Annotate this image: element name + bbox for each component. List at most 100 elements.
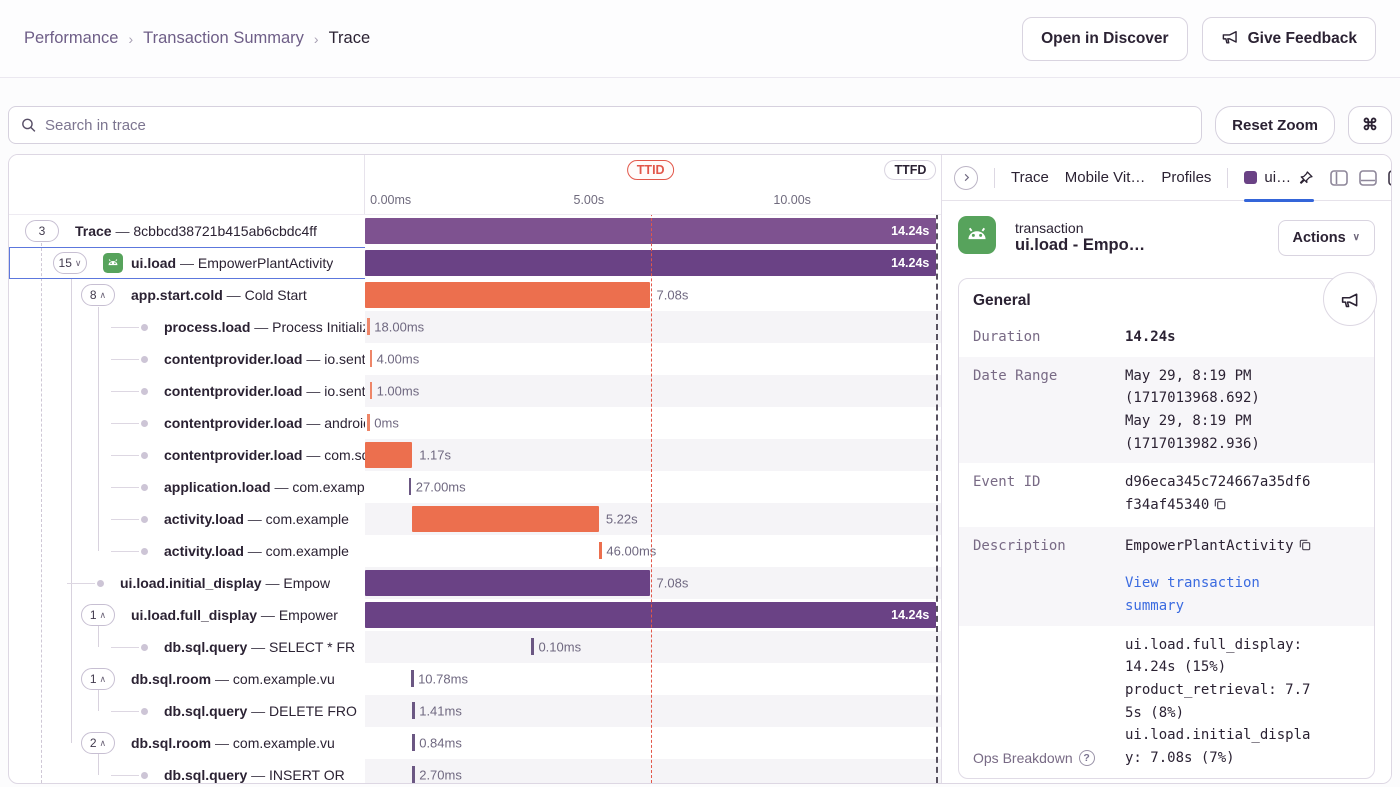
span-tree-cell[interactable]: contentprovider.load — io.sentry (9, 375, 365, 407)
span-bar[interactable]: 14.24s (365, 218, 937, 244)
span-timeline-cell[interactable]: 14.24s (365, 599, 941, 631)
shortcuts-button[interactable]: ⌘ (1348, 106, 1392, 144)
span-row[interactable]: 2 ∧ db.sql.room — com.example.vu 0.84ms (9, 727, 941, 759)
give-feedback-button[interactable]: Give Feedback (1201, 16, 1376, 61)
search-input[interactable] (8, 106, 1203, 144)
span-tree-cell[interactable]: 3 Trace — 8cbbcd38721b415ab6cbdc4ff (9, 215, 365, 247)
span-bar[interactable]: 14.24s (365, 602, 937, 628)
span-tree-cell[interactable]: application.load — com.example (9, 471, 365, 503)
span-tree-cell[interactable]: 15 ∨ ui.load — EmpowerPlantActivity (9, 247, 365, 279)
drawer-tab-profiles[interactable]: Profiles (1161, 169, 1212, 186)
span-row[interactable]: application.load — com.example 27.00ms (9, 471, 941, 503)
span-row[interactable]: 8 ∧ app.start.cold — Cold Start 7.08s (9, 279, 941, 311)
span-tree-cell[interactable]: contentprovider.load — io.sentry (9, 343, 365, 375)
span-row[interactable]: db.sql.query — INSERT OR 2.70ms (9, 759, 941, 783)
drawer-tab-active-span[interactable]: ui… (1244, 155, 1315, 202)
span-tree-cell[interactable]: db.sql.query — DELETE FRO (9, 695, 365, 727)
reset-zoom-button[interactable]: Reset Zoom (1215, 106, 1335, 144)
span-tree-cell[interactable]: contentprovider.load — androidx (9, 407, 365, 439)
span-row[interactable]: activity.load — com.example 46.00ms (9, 535, 941, 567)
span-tick[interactable] (411, 670, 414, 687)
span-tick[interactable] (531, 638, 534, 655)
span-row[interactable]: contentprovider.load — io.sentry 1.00ms (9, 375, 941, 407)
span-row[interactable]: db.sql.query — SELECT * FR 0.10ms (9, 631, 941, 663)
span-tree-cell[interactable]: activity.load — com.example (9, 535, 365, 567)
span-bar[interactable] (365, 570, 650, 596)
ttfd-badge[interactable]: TTFD (884, 160, 937, 180)
span-tick[interactable] (408, 478, 412, 495)
span-count-badge[interactable]: 1 ∧ (81, 668, 115, 690)
breadcrumb-performance[interactable]: Performance (24, 29, 119, 47)
span-count-badge[interactable]: 15 ∨ (53, 252, 87, 274)
span-timeline-cell[interactable]: 14.24s (365, 247, 941, 279)
span-tick[interactable] (412, 734, 415, 751)
span-timeline-cell[interactable]: 2.70ms (365, 759, 941, 783)
span-timeline-cell[interactable]: 1.00ms (365, 375, 941, 407)
span-timeline-cell[interactable]: 7.08s (365, 279, 941, 311)
span-row[interactable]: ui.load.initial_display — Empow 7.08s (9, 567, 941, 599)
span-tick[interactable] (369, 382, 373, 399)
span-tick[interactable] (367, 414, 370, 431)
span-count-badge[interactable]: 2 ∧ (81, 732, 115, 754)
open-in-discover-button[interactable]: Open in Discover (1022, 16, 1188, 61)
ttid-badge[interactable]: TTID (626, 160, 675, 180)
span-row[interactable]: 3 Trace — 8cbbcd38721b415ab6cbdc4ff 14.24s (9, 215, 941, 247)
drawer-tab-mobilevit[interactable]: Mobile Vit… (1064, 169, 1146, 186)
span-timeline-cell[interactable]: 18.00ms (365, 311, 941, 343)
actions-button[interactable]: Actions ∨ (1277, 219, 1375, 256)
breadcrumb-transaction-summary[interactable]: Transaction Summary (143, 29, 304, 47)
span-tree-cell[interactable]: 2 ∧ db.sql.room — com.example.vu (9, 727, 365, 759)
span-tick[interactable] (367, 318, 370, 335)
span-tree-cell[interactable]: 1 ∧ db.sql.room — com.example.vu (9, 663, 365, 695)
pin-icon[interactable] (1298, 170, 1314, 186)
span-timeline-cell[interactable]: 46.00ms (365, 535, 941, 567)
span-timeline-cell[interactable]: 1.41ms (365, 695, 941, 727)
span-count-badge[interactable]: 8 ∧ (81, 284, 115, 306)
span-timeline-cell[interactable]: 10.78ms (365, 663, 941, 695)
span-count-badge[interactable]: 3 (25, 220, 59, 242)
span-tree-cell[interactable]: ui.load.initial_display — Empow (9, 567, 365, 599)
feedback-circle-button[interactable] (1323, 272, 1377, 326)
span-bar[interactable] (412, 506, 599, 532)
span-tick[interactable] (599, 542, 602, 559)
span-row[interactable]: contentprovider.load — androidx 0ms (9, 407, 941, 439)
span-row[interactable]: 15 ∨ ui.load — EmpowerPlantActivity 14.24s (9, 247, 941, 279)
span-row[interactable]: contentprovider.load — com.squareup 1.17s (9, 439, 941, 471)
span-tree-cell[interactable]: contentprovider.load — com.squareup (9, 439, 365, 471)
span-bar[interactable] (365, 442, 413, 468)
span-timeline-cell[interactable]: 0.84ms (365, 727, 941, 759)
span-tree-cell[interactable]: 1 ∧ ui.load.full_display — Empower (9, 599, 365, 631)
span-row[interactable]: process.load — Process Initialization 18.… (9, 311, 941, 343)
span-row[interactable]: 1 ∧ db.sql.room — com.example.vu 10.78ms (9, 663, 941, 695)
span-bar[interactable] (365, 282, 650, 308)
view-transaction-summary-link[interactable]: View transaction summary (1125, 575, 1260, 615)
copy-icon[interactable] (1213, 496, 1227, 519)
span-tree-cell[interactable]: process.load — Process Initialization (9, 311, 365, 343)
span-tree-cell[interactable]: db.sql.query — SELECT * FR (9, 631, 365, 663)
span-tree-cell[interactable]: db.sql.query — INSERT OR (9, 759, 365, 783)
span-tree-cell[interactable]: 8 ∧ app.start.cold — Cold Start (9, 279, 365, 311)
collapse-drawer-button[interactable] (954, 165, 978, 190)
span-count-badge[interactable]: 1 ∧ (81, 604, 115, 626)
span-tick[interactable] (369, 350, 373, 367)
dock-bottom-icon[interactable] (1359, 169, 1377, 186)
span-timeline-cell[interactable]: 4.00ms (365, 343, 941, 375)
span-row[interactable]: 1 ∧ ui.load.full_display — Empower 14.24s (9, 599, 941, 631)
span-timeline-cell[interactable]: 27.00ms (365, 471, 941, 503)
span-bar[interactable]: 14.24s (365, 250, 937, 276)
help-icon[interactable]: ? (1078, 750, 1095, 767)
span-tick[interactable] (412, 702, 415, 719)
span-timeline-cell[interactable]: 7.08s (365, 567, 941, 599)
span-timeline-cell[interactable]: 0.10ms (365, 631, 941, 663)
span-timeline-cell[interactable]: 1.17s (365, 439, 941, 471)
span-tick[interactable] (412, 766, 415, 783)
span-timeline-cell[interactable]: 0ms (365, 407, 941, 439)
span-timeline-cell[interactable]: 5.22s (365, 503, 941, 535)
span-row[interactable]: db.sql.query — DELETE FRO 1.41ms (9, 695, 941, 727)
drawer-tab-trace[interactable]: Trace (1011, 169, 1049, 186)
span-row[interactable]: activity.load — com.example 5.22s (9, 503, 941, 535)
copy-icon[interactable] (1298, 537, 1312, 560)
span-row[interactable]: contentprovider.load — io.sentry 4.00ms (9, 343, 941, 375)
span-timeline-cell[interactable]: 14.24s (365, 215, 941, 247)
span-tree-cell[interactable]: activity.load — com.example (9, 503, 365, 535)
